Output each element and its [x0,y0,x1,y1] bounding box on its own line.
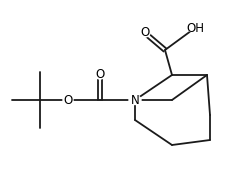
Text: N: N [131,93,139,107]
Ellipse shape [95,71,105,79]
Text: OH: OH [186,21,204,35]
Ellipse shape [140,29,150,37]
Text: O: O [95,69,105,82]
Ellipse shape [188,24,202,32]
Ellipse shape [129,96,141,105]
Text: O: O [63,93,73,107]
Ellipse shape [63,96,73,104]
Text: O: O [140,26,150,40]
